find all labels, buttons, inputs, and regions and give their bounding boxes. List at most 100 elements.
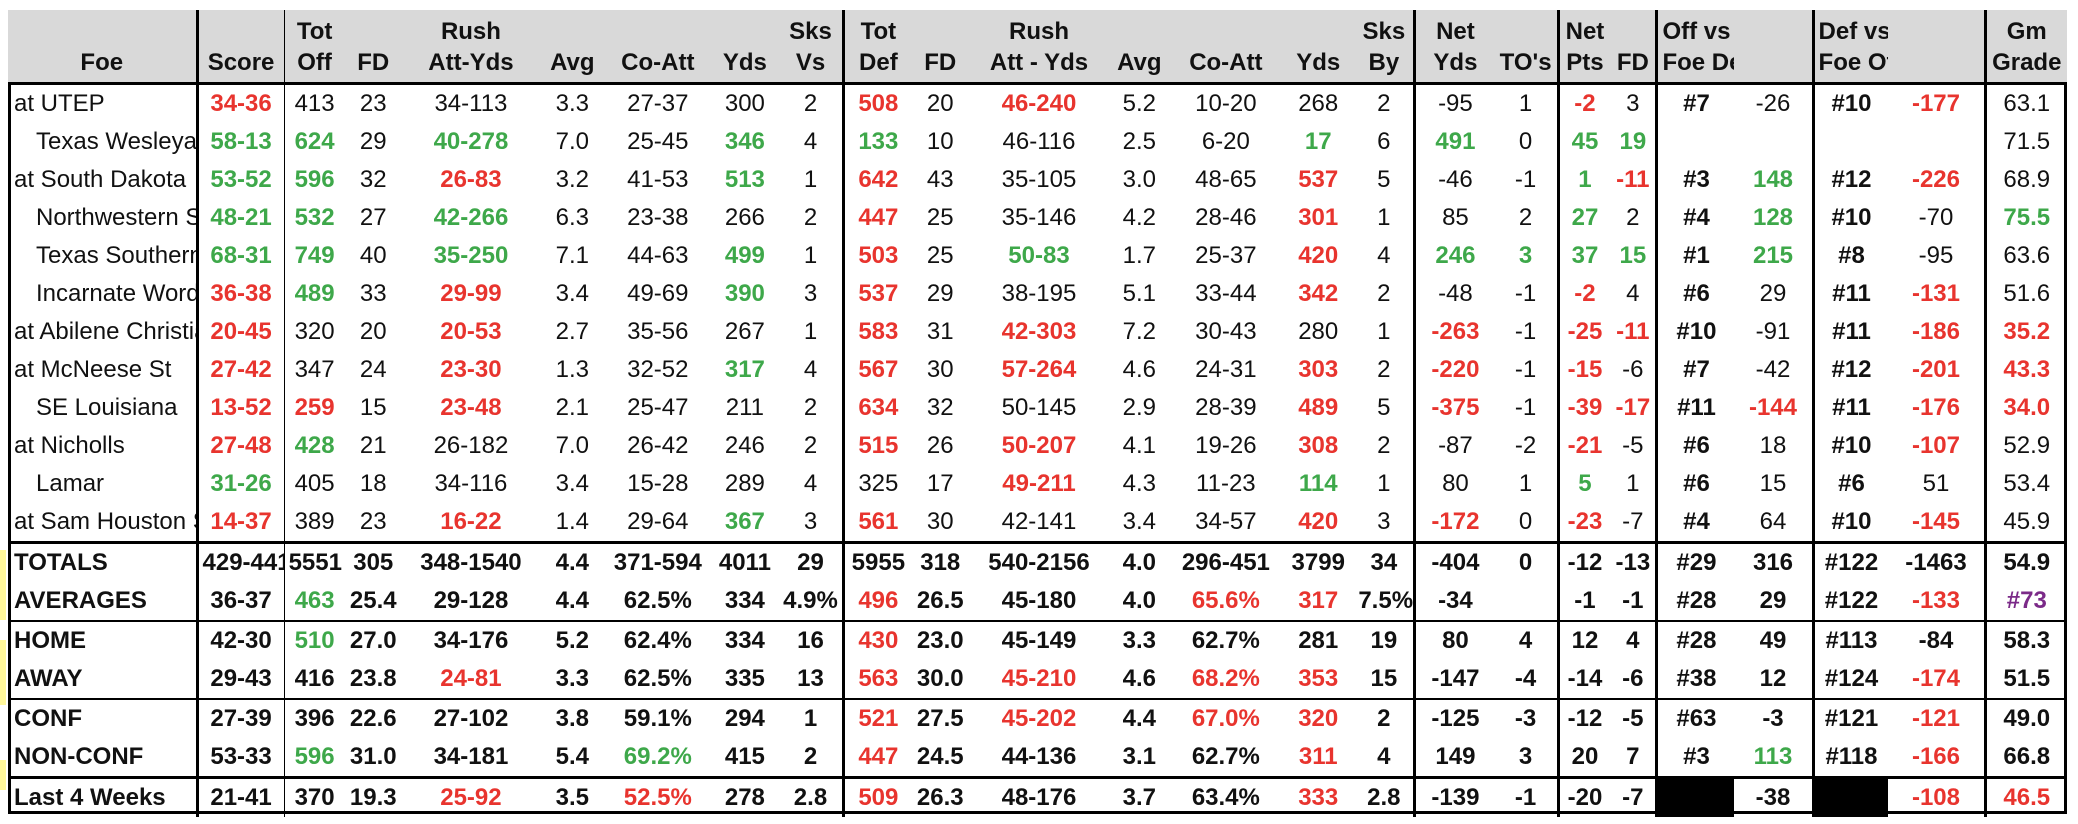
column-header-def-rush-att-yds: Rush — [968, 10, 1110, 44]
column-header-foe: Foe — [8, 44, 198, 84]
def-pass-co-att-cell: 30-43 — [1195, 318, 1257, 345]
def-rush-att-yds-cell: 35-105 — [1001, 166, 1077, 193]
def-pass-yds-cell: 489 — [1298, 394, 1339, 421]
off-fd-cell: 31.0 — [349, 743, 397, 770]
rush-att-yds-cell: 40-278 — [433, 128, 509, 155]
summary-row: CONF 27-39 396 22.6 27-102 3.8 59.1% 294 1 521 27.… — [8, 698, 2067, 738]
column-header-def-fd — [911, 10, 969, 44]
off-vs-def-cell: 15 — [1759, 470, 1787, 497]
def-rush-avg-cell: 5.1 — [1122, 280, 1156, 307]
def-rush-att-yds-cell: 45-202 — [968, 698, 1110, 738]
def-rush-att-yds-cell: 44-136 — [1001, 743, 1077, 770]
tot-off-cell: 489 — [283, 275, 345, 313]
column-header-net-yds: Yds — [1413, 44, 1495, 84]
off-rank-cell: #28 — [1655, 620, 1735, 660]
off-rank-cell — [1655, 123, 1735, 161]
sacks-vs-cell: 4 — [803, 356, 818, 383]
off-vs-def-cell: 113 — [1753, 743, 1793, 770]
column-header-def-vs-off — [1888, 44, 1986, 84]
def-rush-avg-cell: 3.0 — [1122, 166, 1156, 193]
summary-label: NON-CONF — [14, 743, 144, 770]
grade-cell: 68.9 — [1983, 161, 2067, 199]
grade-cell: 46.5 — [1983, 776, 2067, 817]
rush-att-yds-cell: 29-99 — [440, 280, 502, 307]
off-fd-cell: 15 — [359, 394, 387, 421]
def-pass-yds-cell: 303 — [1298, 356, 1339, 383]
column-header-tot-def: Def — [842, 44, 912, 84]
sacks-vs-cell: 4.9% — [783, 587, 838, 614]
rush-avg-cell: 5.2 — [539, 620, 605, 660]
def-vs-off-cell — [1888, 123, 1985, 161]
def-rush-avg-cell: 2.5 — [1122, 128, 1156, 155]
pass-co-att-cell: 69.2% — [623, 743, 692, 770]
off-vs-def-cell: 148 — [1752, 166, 1794, 193]
pass-co-att-cell: 62.5% — [623, 665, 692, 692]
tot-def-cell: 503 — [842, 237, 912, 275]
column-header-sacks-vs: Vs — [778, 44, 844, 84]
sacks-by-cell: 2.8 — [1354, 776, 1415, 817]
def-pass-yds-cell: 320 — [1282, 698, 1355, 738]
off-rank-cell: #10 — [1655, 313, 1735, 351]
net-pts-cell: 20 — [1556, 738, 1611, 778]
sacks-vs-cell: 29 — [778, 541, 844, 582]
def-rush-avg-cell: 2.9 — [1122, 394, 1156, 421]
sacks-vs-cell: 13 — [797, 665, 824, 692]
column-header-grade: Grade — [1983, 44, 2067, 84]
pass-yds-cell: 334 — [710, 620, 779, 660]
tot-off-cell: 463 — [283, 582, 345, 621]
summary-label: AWAY — [14, 665, 83, 692]
net-yds-cell: 80 — [1413, 465, 1495, 503]
net-pts-cell: -15 — [1556, 351, 1611, 389]
pass-co-att-cell: 23-38 — [627, 204, 689, 231]
def-rush-avg-cell: 5.2 — [1109, 82, 1170, 123]
off-rank-cell: #3 — [1655, 738, 1735, 778]
def-rank-cell: #10 — [1811, 427, 1889, 465]
column-header-net-pts: Pts — [1556, 44, 1611, 84]
score-cell: 27-48 — [195, 427, 285, 465]
rush-att-yds-cell: 26-83 — [440, 166, 502, 193]
sacks-by-cell: 3 — [1377, 508, 1391, 535]
column-header-def-rush-avg — [1109, 10, 1170, 44]
net-to-cell: 3 — [1518, 743, 1533, 770]
sacks-by-cell: 5 — [1377, 166, 1391, 193]
sacks-by-cell: 2 — [1354, 82, 1415, 123]
tot-def-cell: 5955 — [842, 541, 912, 582]
summary-row: AWAY 29-43 416 23.8 24-81 3.3 62.5% 335 13 563 30.… — [8, 660, 2067, 699]
rush-avg-cell: 6.3 — [555, 204, 590, 231]
score-cell: 429-441 — [195, 541, 285, 582]
def-vs-off-cell: -107 — [1911, 432, 1960, 459]
off-rank-cell: #63 — [1655, 698, 1735, 738]
off-vs-def-cell: -144 — [1748, 394, 1798, 421]
net-fd-cell: -6 — [1622, 665, 1644, 692]
row-highlight-marker — [0, 550, 6, 620]
pass-yds-cell: 246 — [724, 432, 765, 459]
column-header-net-to: TO's — [1494, 44, 1559, 84]
summary-label: HOME — [8, 620, 198, 660]
net-yds-cell: -87 — [1413, 427, 1495, 465]
column-header-tot-def: Tot — [842, 10, 912, 44]
column-header-def-rush-avg: Avg — [1109, 44, 1170, 84]
tot-def-cell: 325 — [842, 465, 912, 503]
pass-yds-cell: 267 — [724, 318, 765, 345]
score-cell: 36-37 — [195, 582, 285, 621]
net-yds-cell: -263 — [1413, 313, 1495, 351]
tot-def-cell: 508 — [842, 82, 912, 123]
pass-co-att-cell: 15-28 — [627, 470, 689, 497]
def-vs-off-cell: 51 — [1922, 470, 1950, 497]
def-fd-cell: 43 — [926, 166, 954, 193]
def-rush-avg-cell: 4.0 — [1109, 541, 1170, 582]
game-row: at Sam Houston St 14-37 389 23 16-22 1.4 29-64… — [8, 503, 2067, 543]
net-fd-cell: 19 — [1619, 128, 1647, 155]
pass-co-att-cell: 26-42 — [627, 432, 689, 459]
def-rush-avg-cell: 7.2 — [1122, 318, 1156, 345]
def-vs-off-cell: -166 — [1911, 743, 1960, 770]
pass-yds-cell: 278 — [710, 776, 779, 817]
pass-yds-cell: 266 — [724, 204, 765, 231]
def-fd-cell: 20 — [911, 82, 969, 123]
sacks-vs-cell: 1 — [803, 242, 818, 269]
def-fd-cell: 23.0 — [911, 620, 969, 660]
def-pass-yds-cell: 3799 — [1282, 541, 1355, 582]
def-rank-cell: #11 — [1811, 389, 1889, 427]
net-fd-cell: -1 — [1622, 587, 1644, 614]
net-pts-cell: -12 — [1556, 541, 1611, 582]
